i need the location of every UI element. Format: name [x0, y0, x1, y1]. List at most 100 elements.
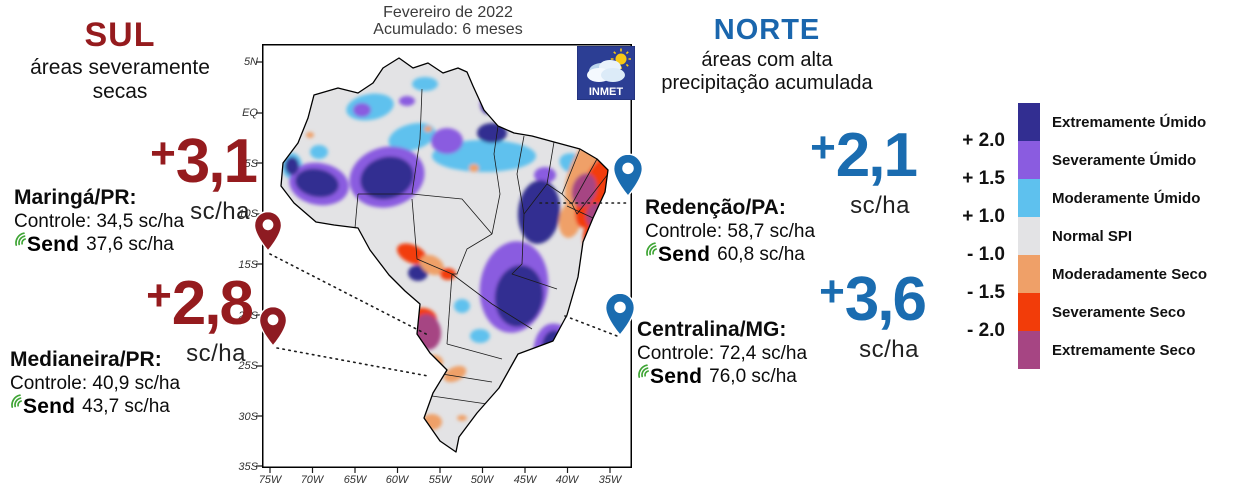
station-send-value: 76,0 sc/ha — [709, 366, 797, 387]
map-pin-redencao — [612, 153, 644, 198]
legend-swatch-moderamente-umido — [1018, 179, 1040, 217]
station-name: Centralina/MG: — [637, 318, 787, 341]
delta-centralina: +3,6 sc/ha — [810, 267, 927, 364]
callout-sul-subtitle: áreas severamente secas — [30, 56, 210, 103]
figure-title-line1: Fevereiro de 2022 — [383, 4, 513, 21]
legend-label: Severamente Seco — [1052, 304, 1186, 321]
station-maringa: Maringá/PR: Controle: 34,5 sc/ha Send 37… — [14, 186, 184, 256]
delta-unit: sc/ha — [186, 340, 246, 367]
legend-scale-tick: + 1.0 — [962, 206, 1005, 227]
x-axis-tick: 50W — [470, 474, 494, 486]
legend-swatch-normal-spi — [1018, 217, 1040, 255]
station-name: Maringá/PR: — [14, 186, 137, 209]
legend-swatch-moderadamente-seco — [1018, 255, 1040, 293]
x-axis-tick: 60W — [385, 474, 409, 486]
inmet-logo-text: INMET — [589, 86, 624, 98]
send-signal-icon — [15, 232, 27, 246]
x-axis-tick: 70W — [300, 474, 324, 486]
send-logo: Send — [14, 232, 80, 256]
send-brand-text: Send — [27, 233, 80, 256]
y-axis-tick: 20S — [238, 310, 258, 322]
plus-sign: + — [819, 267, 845, 316]
cloud-icon — [587, 60, 625, 82]
figure-title-line2: Acumulado: 6 meses — [373, 21, 523, 38]
callout-norte: NORTE áreas com alta precipitação acumul… — [642, 14, 892, 95]
delta-value: 2,1 — [835, 121, 918, 190]
legend-scale-tick: - 1.0 — [966, 244, 1005, 265]
send-brand-text: Send — [650, 365, 703, 388]
station-redencao: Redenção/PA: Controle: 58,7 sc/ha Send 6… — [645, 196, 815, 266]
send-brand-text: Send — [658, 243, 711, 266]
x-axis-tick: 40W — [555, 474, 579, 486]
station-send-value: 43,7 sc/ha — [82, 396, 170, 417]
legend-swatch-extremamente-seco — [1018, 331, 1040, 369]
plus-sign: + — [150, 129, 176, 178]
delta-unit: sc/ha — [190, 198, 250, 225]
callout-norte-subtitle: áreas com alta precipitação acumulada — [642, 49, 892, 95]
y-axis-tick: 10S — [238, 208, 258, 220]
send-signal-icon — [646, 242, 658, 256]
callout-norte-subtitle-line1: áreas com alta — [701, 49, 833, 71]
send-signal-icon — [638, 364, 650, 378]
delta-unit: sc/ha — [859, 336, 919, 363]
legend-label: Extremamente Úmido — [1052, 114, 1207, 131]
legend-color-bar — [1018, 103, 1040, 369]
plus-sign: + — [146, 271, 172, 320]
station-control-line: Controle: 40,9 sc/ha — [10, 373, 181, 394]
callout-norte-subtitle-line2: precipitação acumulada — [661, 72, 873, 94]
send-brand-text: Send — [23, 395, 76, 418]
legend-label: Moderamente Úmido — [1052, 190, 1201, 207]
station-centralina: Centralina/MG: Controle: 72,4 sc/ha Send… — [637, 318, 807, 388]
station-control-line: Controle: 58,7 sc/ha — [645, 221, 816, 242]
y-axis-tick: 35S — [238, 461, 258, 473]
callout-sul: SUL áreas severamente secas — [0, 16, 240, 104]
map-pin-maringa — [253, 210, 283, 252]
legend-swatch-extremamente-umido — [1018, 103, 1040, 141]
y-axis-tick: EQ — [242, 107, 258, 119]
delta-value: 3,6 — [844, 265, 927, 334]
legend-scale-tick: - 1.5 — [966, 282, 1005, 303]
station-send-value: 60,8 sc/ha — [717, 244, 805, 265]
y-axis-tick: 25S — [238, 360, 258, 372]
x-axis-tick: 55W — [428, 474, 452, 486]
x-axis-tick: 35W — [598, 474, 622, 486]
legend-scale-tick: + 2.0 — [962, 130, 1005, 151]
station-send-value: 37,6 sc/ha — [86, 234, 174, 255]
station-name: Redenção/PA: — [645, 196, 786, 219]
y-axis-tick: 5S — [244, 158, 258, 170]
x-axis-tick-marks — [269, 468, 611, 473]
legend-label: Normal SPI — [1052, 228, 1133, 245]
inmet-logo: INMET — [576, 45, 636, 105]
send-logo: Send — [10, 394, 76, 418]
send-logo: Send — [645, 242, 711, 266]
delta-redencao: +2,1 sc/ha — [806, 123, 918, 220]
legend-scale-tick: - 2.0 — [966, 320, 1005, 341]
x-axis-tick: 75W — [258, 474, 282, 486]
delta-maringa: +3,1 sc/ha — [140, 129, 258, 226]
station-name: Medianeira/PR: — [10, 348, 162, 371]
send-logo: Send — [637, 364, 703, 388]
y-axis-tick: 5N — [243, 56, 258, 68]
figure-title: Fevereiro de 2022 Acumulado: 6 meses — [330, 4, 566, 38]
station-control-line: Controle: 34,5 sc/ha — [14, 211, 185, 232]
delta-unit: sc/ha — [850, 192, 910, 219]
station-medianeira: Medianeira/PR: Controle: 40,9 sc/ha Send… — [10, 348, 180, 418]
map-pin-centralina — [604, 292, 636, 337]
map-pin-medianeira — [258, 305, 288, 347]
y-axis-tick: 30S — [238, 411, 258, 423]
plus-sign: + — [810, 123, 836, 172]
legend-label: Extremamente Seco — [1052, 342, 1196, 359]
delta-medianeira: +2,8 sc/ha — [140, 271, 254, 368]
legend-label: Moderadamente Seco — [1052, 266, 1208, 283]
send-signal-icon — [11, 394, 23, 408]
legend-swatch-severamente-umido — [1018, 141, 1040, 179]
callout-sul-title: SUL — [84, 16, 156, 54]
delta-value: 2,8 — [171, 269, 254, 338]
y-axis-tick: 15S — [238, 259, 258, 271]
delta-value: 3,1 — [175, 127, 258, 196]
callout-norte-title: NORTE — [713, 14, 821, 46]
brazil-spi-map — [262, 44, 632, 468]
legend-scale-tick: + 1.5 — [962, 168, 1005, 189]
legend-swatch-severamente-seco — [1018, 293, 1040, 331]
